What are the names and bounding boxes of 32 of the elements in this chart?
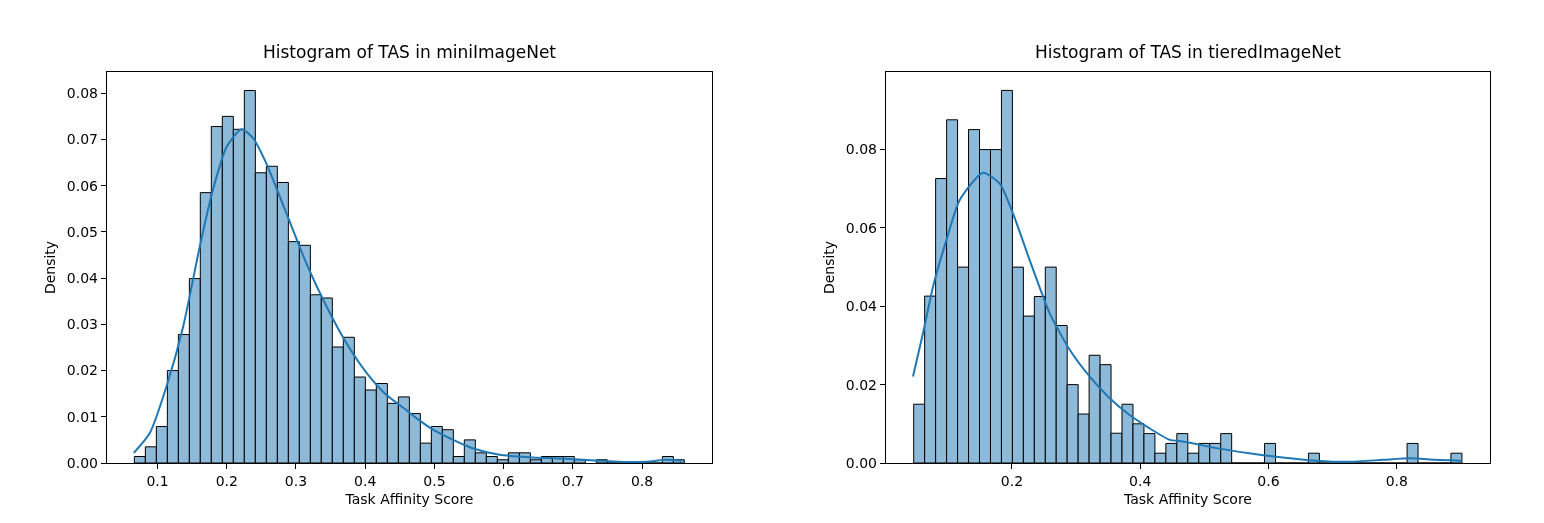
chart-title: Histogram of TAS in miniImageNet <box>262 41 557 62</box>
y-tick-label: 0.05 <box>66 223 98 240</box>
x-tick-label: 0.2 <box>215 473 238 489</box>
y-tick-label: 0.04 <box>845 298 878 315</box>
x-tick-label: 0.3 <box>284 473 308 489</box>
y-tick-label: 0.07 <box>66 131 98 148</box>
x-axis-title: Task Affinity Score <box>344 491 474 508</box>
y-tick-label: 0.06 <box>66 177 99 194</box>
y-tick-label: 0.01 <box>66 408 98 425</box>
y-tick-label: 0.02 <box>845 376 877 393</box>
y-tick-label: 0.08 <box>845 141 877 158</box>
x-tick-label: 0.1 <box>146 473 169 489</box>
y-tick-label: 0.03 <box>66 316 98 333</box>
x-tick-label: 0.6 <box>492 473 515 489</box>
x-tick-label: 0.8 <box>1385 473 1408 489</box>
x-tick-label: 0.2 <box>1000 473 1024 489</box>
x-tick-label: 0.7 <box>561 473 584 489</box>
y-tick-label: 0.08 <box>66 85 98 102</box>
y-axis-title: Density <box>820 240 837 295</box>
x-tick-label: 0.8 <box>630 473 654 489</box>
y-tick-label: 0.00 <box>845 454 877 471</box>
x-tick-label: 0.4 <box>1129 473 1152 489</box>
y-axis-title: Density <box>41 240 58 295</box>
y-tick-label: 0.04 <box>66 270 99 287</box>
y-tick-label: 0.00 <box>66 454 98 471</box>
x-tick-label: 0.6 <box>1257 473 1280 489</box>
chart-title: Histogram of TAS in tieredImageNet <box>1035 41 1342 62</box>
x-axis-title: Task Affinity Score <box>1123 491 1252 508</box>
y-tick-label: 0.02 <box>66 362 98 379</box>
y-tick-label: 0.06 <box>845 219 878 236</box>
x-tick-label: 0.5 <box>423 473 446 489</box>
x-tick-label: 0.4 <box>354 473 377 489</box>
